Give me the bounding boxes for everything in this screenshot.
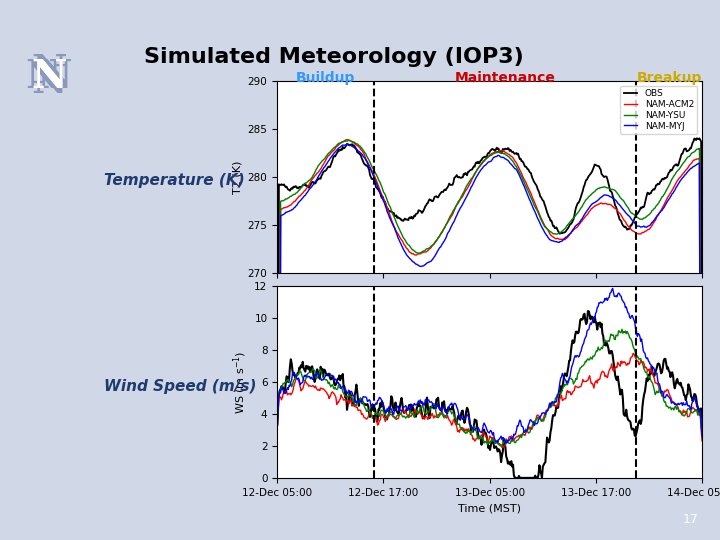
NAM-ACM2 — [503, 151, 512, 157]
NAM-ACM2 — [698, 437, 706, 444]
NAM-YSU — [688, 150, 697, 156]
NAM-MYJ — [477, 429, 486, 436]
Text: N: N — [31, 58, 66, 96]
OBS — [526, 169, 534, 176]
NAM-ACM2 — [688, 158, 697, 165]
NAM-YSU — [344, 137, 353, 144]
Line: NAM-ACM2: NAM-ACM2 — [277, 354, 702, 448]
Line: NAM-MYJ: NAM-MYJ — [277, 288, 702, 443]
NAM-MYJ — [343, 141, 351, 147]
OBS — [511, 475, 520, 481]
Line: NAM-YSU: NAM-YSU — [277, 329, 702, 446]
Text: N: N — [31, 63, 66, 101]
NAM-YSU — [474, 434, 483, 441]
Text: Buildup: Buildup — [296, 71, 355, 85]
NAM-YSU — [503, 439, 512, 446]
Text: 17: 17 — [683, 513, 698, 526]
OBS — [689, 395, 698, 402]
Line: NAM-YSU: NAM-YSU — [277, 140, 702, 540]
NAM-MYJ — [526, 416, 535, 423]
NAM-MYJ — [688, 164, 697, 170]
OBS — [526, 475, 535, 481]
OBS — [477, 442, 486, 448]
NAM-ACM2 — [526, 190, 535, 197]
NAM-MYJ — [608, 285, 617, 292]
Line: NAM-ACM2: NAM-ACM2 — [277, 140, 702, 540]
NAM-MYJ — [475, 168, 484, 175]
OBS — [584, 308, 593, 314]
NAM-MYJ — [478, 165, 487, 172]
NAM-MYJ — [501, 440, 510, 446]
OBS — [273, 422, 282, 428]
Text: Wind Speed (m/s): Wind Speed (m/s) — [104, 379, 257, 394]
OBS — [623, 413, 631, 420]
NAM-MYJ — [474, 426, 483, 433]
NAM-YSU — [526, 425, 535, 431]
Text: Temperature (K): Temperature (K) — [104, 173, 245, 188]
NAM-ACM2 — [343, 137, 352, 143]
Legend: OBS, NAM-ACM2, NAM-YSU, NAM-MYJ: OBS, NAM-ACM2, NAM-YSU, NAM-MYJ — [620, 85, 698, 134]
NAM-MYJ — [526, 199, 535, 206]
NAM-MYJ — [273, 426, 282, 433]
NAM-ACM2 — [689, 405, 698, 411]
NAM-YSU — [498, 443, 506, 449]
NAM-YSU — [478, 159, 487, 166]
NAM-ACM2 — [477, 432, 486, 438]
NAM-YSU — [526, 194, 535, 201]
OBS — [621, 224, 630, 230]
NAM-ACM2 — [478, 160, 487, 166]
Text: N: N — [31, 58, 66, 96]
NAM-ACM2 — [475, 163, 484, 170]
NAM-MYJ — [698, 433, 706, 440]
NAM-YSU — [622, 202, 631, 208]
NAM-YSU — [689, 408, 698, 415]
X-axis label: Time (MST): Time (MST) — [458, 503, 521, 513]
OBS — [503, 146, 511, 152]
OBS — [698, 426, 706, 432]
Text: Breakup: Breakup — [636, 71, 702, 85]
NAM-ACM2 — [629, 350, 637, 357]
NAM-ACM2 — [622, 220, 631, 226]
NAM-ACM2 — [622, 362, 631, 368]
OBS — [477, 157, 486, 163]
Text: Simulated Meteorology (IOP3): Simulated Meteorology (IOP3) — [144, 46, 523, 67]
Line: OBS: OBS — [277, 138, 702, 540]
NAM-YSU — [623, 328, 631, 335]
Text: N: N — [37, 58, 72, 96]
NAM-MYJ — [689, 398, 698, 404]
NAM-ACM2 — [498, 444, 507, 451]
OBS — [503, 456, 511, 462]
NAM-ACM2 — [273, 426, 282, 432]
NAM-ACM2 — [503, 438, 512, 445]
OBS — [688, 142, 696, 149]
Y-axis label: T2 (K): T2 (K) — [232, 160, 242, 193]
NAM-YSU — [618, 326, 626, 333]
NAM-ACM2 — [526, 426, 535, 433]
Line: NAM-MYJ: NAM-MYJ — [277, 144, 702, 540]
Line: OBS: OBS — [277, 311, 702, 478]
Text: N: N — [25, 58, 60, 96]
NAM-MYJ — [503, 437, 512, 443]
NAM-YSU — [475, 163, 484, 169]
OBS — [474, 434, 483, 441]
OBS — [474, 160, 483, 166]
Text: Maintenance: Maintenance — [454, 71, 556, 85]
NAM-YSU — [477, 434, 486, 441]
NAM-YSU — [698, 431, 706, 438]
NAM-ACM2 — [474, 434, 483, 440]
NAM-MYJ — [623, 306, 631, 313]
NAM-MYJ — [622, 210, 631, 217]
Y-axis label: WS (m s$^{-1}$): WS (m s$^{-1}$) — [231, 350, 248, 414]
NAM-YSU — [503, 153, 512, 159]
NAM-YSU — [273, 424, 282, 431]
Text: N: N — [31, 53, 66, 91]
NAM-MYJ — [503, 157, 512, 164]
OBS — [693, 135, 701, 141]
